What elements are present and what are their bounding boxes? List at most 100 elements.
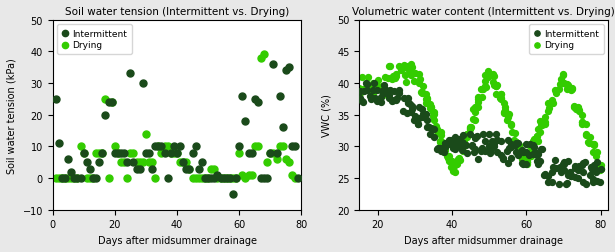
Drying [290, 176, 300, 180]
Drying [514, 144, 524, 148]
Drying [379, 90, 389, 94]
Intermittent [538, 148, 547, 152]
Drying [581, 122, 591, 126]
Drying [547, 101, 557, 105]
Intermittent [135, 167, 145, 171]
Drying [446, 160, 456, 164]
Drying [406, 63, 416, 67]
Intermittent [465, 132, 475, 136]
Drying [269, 151, 279, 155]
Intermittent [122, 161, 132, 165]
Drying [588, 151, 598, 155]
Intermittent [496, 139, 506, 143]
Drying [483, 75, 493, 79]
Drying [465, 125, 475, 129]
Drying [474, 96, 483, 100]
Intermittent [554, 182, 564, 186]
Intermittent [565, 170, 575, 174]
Drying [477, 88, 486, 92]
Drying [555, 83, 565, 87]
Drying [259, 53, 269, 57]
Intermittent [256, 176, 266, 180]
Drying [97, 151, 107, 155]
Drying [363, 76, 373, 80]
Drying [595, 168, 605, 172]
Drying [454, 156, 464, 161]
Intermittent [559, 163, 569, 167]
Intermittent [357, 100, 367, 104]
Drying [481, 85, 491, 89]
Intermittent [51, 97, 61, 101]
Intermittent [272, 151, 282, 155]
Drying [558, 73, 568, 77]
Drying [499, 102, 509, 106]
Intermittent [389, 89, 399, 93]
Drying [547, 98, 557, 102]
Intermittent [450, 135, 460, 139]
Drying [465, 127, 475, 131]
Drying [453, 157, 463, 161]
Intermittent [237, 94, 247, 98]
Intermittent [589, 177, 598, 181]
Drying [417, 91, 427, 96]
Drying [373, 79, 383, 83]
Intermittent [101, 113, 111, 117]
Drying [73, 176, 82, 180]
Intermittent [181, 167, 191, 171]
Intermittent [595, 180, 605, 184]
Intermittent [573, 176, 582, 180]
Intermittent [462, 152, 472, 156]
Drying [533, 139, 543, 143]
Intermittent [467, 143, 477, 147]
Drying [431, 124, 441, 128]
Drying [141, 132, 151, 136]
Drying [554, 87, 564, 91]
Drying [253, 145, 263, 149]
Drying [447, 162, 457, 166]
Drying [533, 128, 542, 132]
Drying [540, 115, 550, 119]
Title: Soil water tension (Intermittent vs. Drying): Soil water tension (Intermittent vs. Dry… [65, 7, 289, 17]
Intermittent [513, 154, 523, 158]
Intermittent [362, 83, 372, 87]
Drying [444, 159, 454, 163]
Drying [244, 173, 253, 177]
Intermittent [432, 148, 442, 152]
Intermittent [76, 176, 85, 180]
Intermittent [485, 151, 494, 155]
Drying [480, 84, 490, 88]
Drying [394, 64, 404, 68]
Drying [365, 86, 375, 90]
Drying [163, 145, 173, 149]
Drying [477, 96, 487, 100]
Intermittent [521, 163, 531, 167]
Drying [522, 159, 531, 163]
Intermittent [284, 66, 294, 70]
Intermittent [293, 176, 303, 180]
Intermittent [66, 170, 76, 174]
Intermittent [407, 107, 417, 111]
Intermittent [474, 157, 483, 161]
Drying [573, 106, 582, 110]
Intermittent [418, 116, 427, 120]
Drying [104, 176, 114, 180]
Drying [240, 176, 250, 180]
Drying [405, 70, 415, 74]
Intermittent [269, 63, 279, 67]
Intermittent [559, 168, 569, 172]
Intermittent [550, 159, 560, 163]
Intermittent [444, 138, 454, 142]
Drying [135, 161, 145, 165]
Intermittent [203, 176, 213, 180]
Drying [461, 133, 471, 137]
Intermittent [581, 160, 590, 164]
Intermittent [370, 96, 380, 100]
Intermittent [403, 97, 413, 101]
Drying [443, 154, 453, 159]
Drying [550, 88, 560, 92]
Intermittent [372, 99, 382, 103]
Drying [435, 140, 445, 144]
Drying [125, 151, 135, 155]
Intermittent [536, 159, 546, 163]
Drying [469, 118, 478, 122]
